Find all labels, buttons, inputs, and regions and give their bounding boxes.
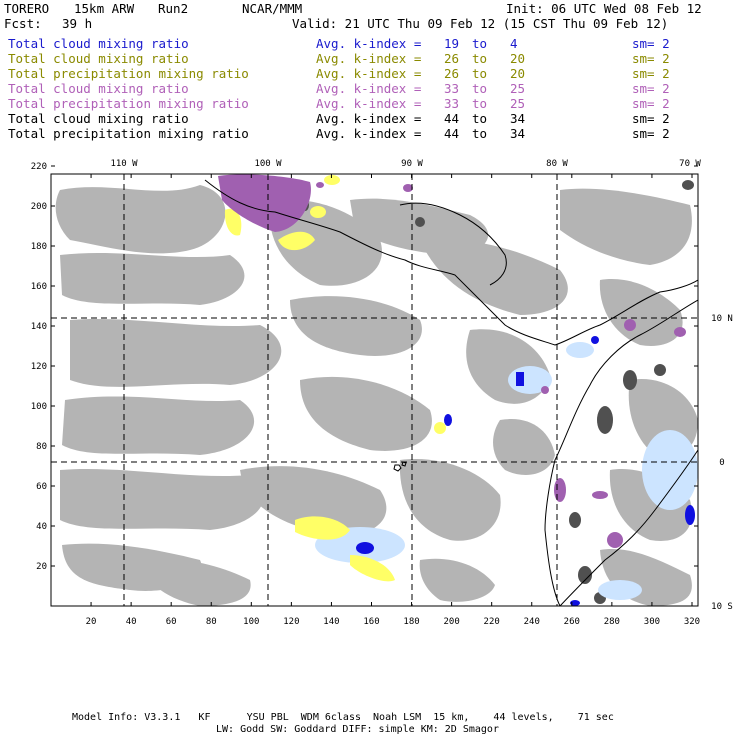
coastline — [204, 179, 698, 606]
x-tick-label: 180 — [403, 617, 419, 627]
longitude-label: 70 W — [679, 159, 701, 169]
purple-layer — [218, 174, 686, 548]
legend-to-word: to — [472, 126, 488, 141]
legend-to: 34 — [510, 126, 526, 141]
forecast-hour: 39 h — [62, 16, 93, 31]
cloud-cover-layer — [55, 185, 698, 606]
x-tick-label: 320 — [684, 617, 700, 627]
legend-field: Total cloud mixing ratio — [8, 81, 189, 96]
legend-avg-label: Avg. k-index = — [316, 51, 422, 66]
legend-smoothing: sm= 2 — [632, 126, 670, 141]
legend-to-word: to — [472, 51, 488, 66]
longitude-label: 80 W — [546, 159, 568, 169]
x-tick-label: 100 — [243, 617, 259, 627]
x-tick-label: 60 — [166, 617, 177, 627]
lat-label-group: 10 N 0 10 S — [711, 314, 733, 612]
longitude-label: 110 W — [110, 159, 138, 169]
yellow-layer — [224, 175, 446, 582]
x-tick-label: 160 — [363, 617, 379, 627]
latitude-label: 10 N — [711, 314, 733, 324]
legend-avg-label: Avg. k-index = — [316, 96, 422, 111]
legend-to: 4 — [510, 36, 518, 51]
model-info: Model Info: V3.3.1 KF YSU PBL WDM 6class… — [72, 712, 614, 723]
legend-field: Total cloud mixing ratio — [8, 51, 189, 66]
legend-smoothing: sm= 2 — [632, 96, 670, 111]
legend-from: 26 — [444, 51, 460, 66]
legend-smoothing: sm= 2 — [632, 51, 670, 66]
y-tick-label: 60 — [36, 482, 47, 492]
y-tick-label: 40 — [36, 522, 47, 532]
legend-avg-label: Avg. k-index = — [316, 66, 422, 81]
legend-to-word: to — [472, 111, 488, 126]
legend-smoothing: sm= 2 — [632, 36, 670, 51]
map-frame — [50, 173, 699, 607]
legend-to-word: to — [472, 81, 488, 96]
legend-avg-label: Avg. k-index = — [316, 36, 422, 51]
legend-to-word: to — [472, 36, 488, 51]
y-tick-label: 200 — [31, 202, 47, 212]
forecast-label: Fcst: — [4, 16, 42, 31]
latitude-label: 0 — [719, 458, 724, 468]
y-tick-label: 140 — [31, 322, 47, 332]
legend-field: Total cloud mixing ratio — [8, 36, 189, 51]
y-tick-group: 220 200 180 160 140 120 100 80 60 40 20 — [31, 162, 698, 572]
x-tick-label: 40 — [126, 617, 137, 627]
physics-info: LW: Godd SW: Goddard DIFF: simple KM: 2D… — [216, 724, 499, 735]
legend-avg-label: Avg. k-index = — [316, 81, 422, 96]
x-tick-label: 280 — [604, 617, 620, 627]
y-tick-label: 120 — [31, 362, 47, 372]
x-tick-label: 220 — [484, 617, 500, 627]
x-tick-label: 300 — [644, 617, 660, 627]
legend-smoothing: sm= 2 — [632, 81, 670, 96]
y-tick-label: 160 — [31, 282, 47, 292]
init-time: Init: 06 UTC Wed 08 Feb 12 — [506, 1, 702, 16]
legend-from: 33 — [444, 96, 460, 111]
legend-from: 33 — [444, 81, 460, 96]
valid-time: Valid: 21 UTC Thu 09 Feb 12 (15 CST Thu … — [292, 16, 669, 31]
legend-smoothing: sm= 2 — [632, 111, 670, 126]
legend-to: 25 — [510, 81, 526, 96]
longitude-label: 90 W — [401, 159, 423, 169]
longitude-label: 100 W — [254, 159, 282, 169]
legend-field: Total precipitation mixing ratio — [8, 126, 249, 141]
legend-avg-label: Avg. k-index = — [316, 111, 422, 126]
lon-label-group: 110 W 100 W 90 W 80 W 70 W — [110, 159, 701, 169]
legend-from: 44 — [444, 126, 460, 141]
x-tick-group: 20 40 60 80 100 120 140 160 180 200 220 240 260 280 30… — [86, 174, 700, 627]
legend-to: 25 — [510, 96, 526, 111]
x-tick-label: 120 — [283, 617, 299, 627]
x-tick-label: 20 — [86, 617, 97, 627]
legend-field: Total precipitation mixing ratio — [8, 66, 249, 81]
y-tick-label: 20 — [36, 562, 47, 572]
legend-to-word: to — [472, 96, 488, 111]
x-tick-label: 240 — [524, 617, 540, 627]
x-tick-label: 140 — [323, 617, 339, 627]
x-tick-label: 200 — [443, 617, 459, 627]
org-label: NCAR/MMM — [242, 1, 303, 16]
y-tick-label: 100 — [31, 402, 47, 412]
legend-smoothing: sm= 2 — [632, 66, 670, 81]
deep-blue-layer — [356, 336, 695, 606]
legend-avg-label: Avg. k-index = — [316, 126, 422, 141]
legend-from: 44 — [444, 111, 460, 126]
x-tick-label: 80 — [206, 617, 217, 627]
x-tick-label: 260 — [564, 617, 580, 627]
legend-to: 34 — [510, 111, 526, 126]
run-label: Run2 — [158, 1, 189, 16]
model-resolution: 15km ARW — [74, 1, 135, 16]
latitude-label: 10 S — [711, 602, 733, 612]
y-tick-label: 220 — [31, 162, 47, 172]
legend-from: 19 — [444, 36, 460, 51]
legend-field: Total precipitation mixing ratio — [8, 96, 249, 111]
legend-to: 20 — [510, 51, 526, 66]
legend-to-word: to — [472, 66, 488, 81]
model-name: TORERO — [4, 1, 50, 16]
legend-from: 26 — [444, 66, 460, 81]
legend-to: 20 — [510, 66, 526, 81]
y-tick-label: 80 — [36, 442, 47, 452]
legend-field: Total cloud mixing ratio — [8, 111, 189, 126]
y-tick-label: 180 — [31, 242, 47, 252]
graticule — [51, 174, 698, 606]
